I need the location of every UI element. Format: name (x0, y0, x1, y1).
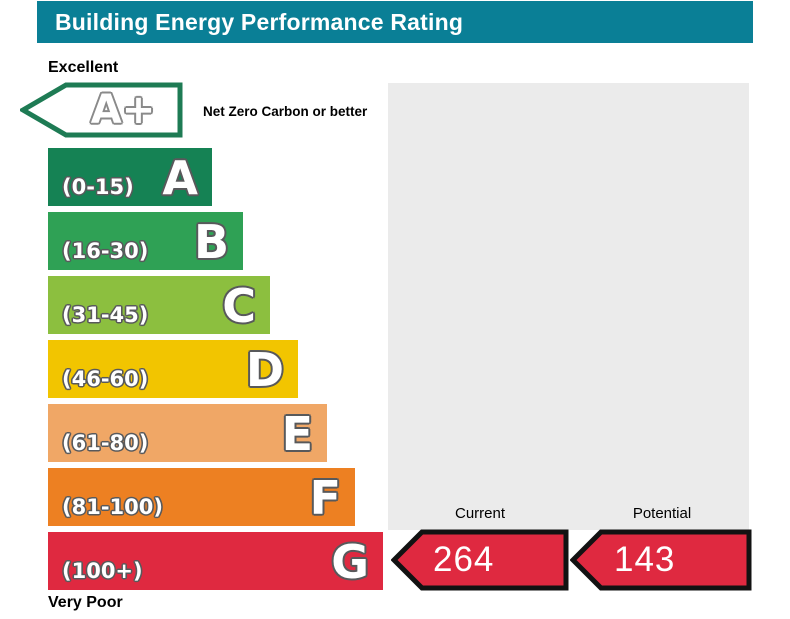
band-a-plus-letter: A+ (90, 87, 156, 133)
band-letter: E (281, 407, 313, 461)
potential-rating-arrow: 143 (570, 529, 752, 591)
band-range-label: (0-15) (62, 175, 134, 199)
chart-header: Building Energy Performance Rating (37, 1, 753, 43)
band-b: (16-30) B (48, 212, 243, 270)
potential-arrow-outline (570, 529, 752, 591)
band-range-label: (31-45) (62, 303, 149, 327)
potential-rating-value: 143 (614, 540, 676, 579)
band-letter: C (222, 279, 256, 333)
a-plus-arrow-shape (20, 82, 183, 138)
band-letter: D (245, 343, 284, 397)
net-zero-carbon-label: Net Zero Carbon or better (203, 104, 368, 119)
current-column-label: Current (454, 505, 506, 522)
band-letter: G (331, 535, 369, 589)
band-letter: A (162, 151, 198, 205)
band-c: (31-45) C (48, 276, 270, 334)
excellent-label: Excellent (48, 59, 119, 76)
band-e: (61-80) E (48, 404, 327, 462)
a-plus-arrow-outline (20, 82, 183, 138)
band-range-label: (61-80) (62, 431, 149, 455)
current-rating-value: 264 (433, 540, 495, 579)
band-g: (100+) G (48, 532, 383, 590)
chart-title: Building Energy Performance Rating (55, 8, 464, 35)
band-d: (46-60) D (48, 340, 298, 398)
current-arrow-shape (391, 529, 569, 591)
band-a: (0-15) A (48, 148, 212, 206)
band-a-plus: A+ (20, 82, 183, 138)
band-letter: F (309, 471, 341, 525)
potential-column-label: Potential (632, 505, 692, 522)
current-arrow-outline (391, 529, 569, 591)
band-range-label: (46-60) (62, 367, 149, 391)
potential-arrow-shape (570, 529, 752, 591)
band-range-label: (81-100) (62, 495, 163, 519)
band-letter: B (193, 215, 229, 269)
band-range-label: (16-30) (62, 239, 149, 263)
band-f: (81-100) F (48, 468, 355, 526)
very-poor-label: Very Poor (48, 594, 123, 611)
ratings-panel (388, 83, 749, 530)
band-range-label: (100+) (62, 559, 143, 583)
current-rating-arrow: 264 (391, 529, 569, 591)
